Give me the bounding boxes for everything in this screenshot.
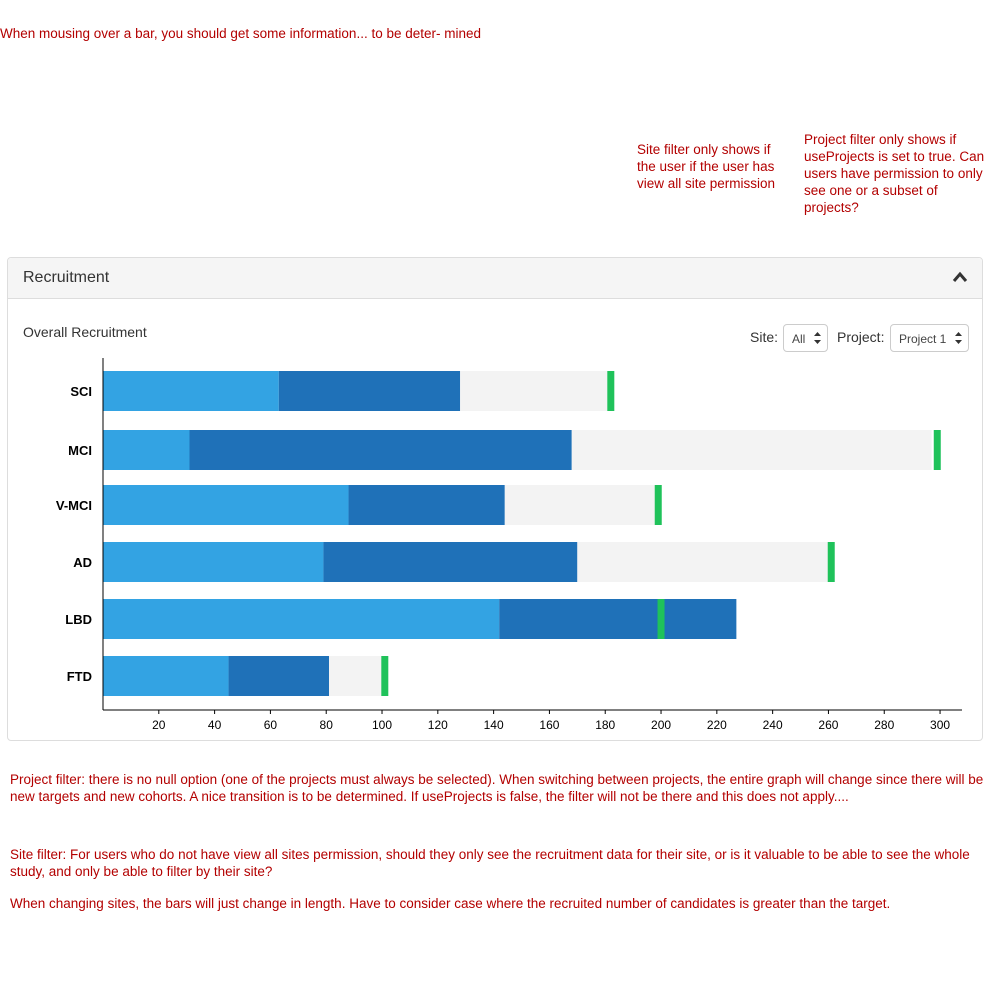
- project-select[interactable]: Project 1: [890, 324, 969, 352]
- bar-segment-b[interactable]: [228, 656, 330, 696]
- bar-segment-remaining[interactable]: [460, 371, 611, 411]
- bar-segment-b[interactable]: [323, 542, 578, 582]
- bar-segment-a[interactable]: [103, 430, 190, 470]
- bar-segment-b[interactable]: [499, 599, 737, 639]
- bar-segment-remaining[interactable]: [504, 485, 659, 525]
- note-mouseover: When mousing over a bar, you should get …: [0, 26, 482, 41]
- panel-heading[interactable]: Recruitment: [8, 258, 982, 299]
- bar-segment-a[interactable]: [103, 542, 324, 582]
- bar-segment-a[interactable]: [103, 599, 500, 639]
- note-project-filter: Project filter only shows if useProjects…: [804, 132, 985, 215]
- panel-title: Recruitment: [23, 269, 110, 286]
- target-marker[interactable]: [607, 371, 615, 411]
- target-marker[interactable]: [827, 542, 835, 582]
- chart-title: Overall Recruitment: [23, 324, 147, 340]
- x-tick-label: 180: [595, 718, 615, 732]
- x-tick-label: 120: [428, 718, 448, 732]
- target-marker[interactable]: [933, 430, 941, 470]
- site-filter-label: Site:: [750, 329, 779, 345]
- category-label: FTD: [67, 669, 92, 684]
- select-arrows-icon: [814, 332, 821, 344]
- x-tick-label: 80: [320, 718, 334, 732]
- recruitment-chart: SCI MCI V-MCI AD LBD FTD 20 40 60 80 100 120 140 160 1…: [56, 358, 962, 732]
- x-tick-label: 200: [651, 718, 671, 732]
- target-marker[interactable]: [654, 485, 662, 525]
- category-label: AD: [73, 555, 92, 570]
- bar-segment-b[interactable]: [278, 371, 461, 411]
- bar-segment-b[interactable]: [348, 485, 505, 525]
- x-tick-label: 60: [264, 718, 278, 732]
- x-tick-label: 100: [372, 718, 392, 732]
- category-label: SCI: [70, 384, 92, 399]
- site-select-value: All: [792, 332, 806, 346]
- category-label: LBD: [65, 612, 92, 627]
- recruitment-panel: Recruitment Overall Recruitment Site: Al…: [7, 257, 983, 741]
- x-tick-label: 160: [539, 718, 559, 732]
- bar-segment-remaining[interactable]: [577, 542, 829, 582]
- bar-segment-b[interactable]: [189, 430, 572, 470]
- x-tick-label: 220: [707, 718, 727, 732]
- x-tick-label: 260: [818, 718, 838, 732]
- bar-segment-a[interactable]: [103, 485, 349, 525]
- note-project-filter-detail: Project filter: there is no null option …: [10, 772, 984, 804]
- category-label: V-MCI: [56, 498, 92, 513]
- note-site-filter-detail: Site filter: For users who do not have v…: [10, 847, 970, 879]
- x-tick-label: 40: [208, 718, 222, 732]
- x-tick-label: 300: [930, 718, 950, 732]
- x-tick-label: 240: [763, 718, 783, 732]
- bar-segment-a[interactable]: [103, 371, 279, 411]
- target-marker[interactable]: [657, 599, 665, 639]
- chevron-up-icon[interactable]: [952, 270, 968, 284]
- target-marker[interactable]: [381, 656, 389, 696]
- project-select-value: Project 1: [899, 332, 947, 346]
- bar-segment-remaining[interactable]: [571, 430, 932, 470]
- category-label: MCI: [68, 443, 92, 458]
- note-sites-change: When changing sites, the bars will just …: [10, 896, 891, 911]
- project-filter-label: Project:: [837, 329, 885, 345]
- x-tick-label: 140: [484, 718, 504, 732]
- select-arrows-icon: [955, 332, 962, 344]
- bar-segment-remaining[interactable]: [329, 656, 383, 696]
- x-tick-label: 280: [874, 718, 894, 732]
- note-site-filter: Site filter only shows if the user if th…: [637, 142, 776, 191]
- site-select[interactable]: All: [783, 324, 828, 352]
- x-tick-label: 20: [152, 718, 166, 732]
- bar-segment-a[interactable]: [103, 656, 229, 696]
